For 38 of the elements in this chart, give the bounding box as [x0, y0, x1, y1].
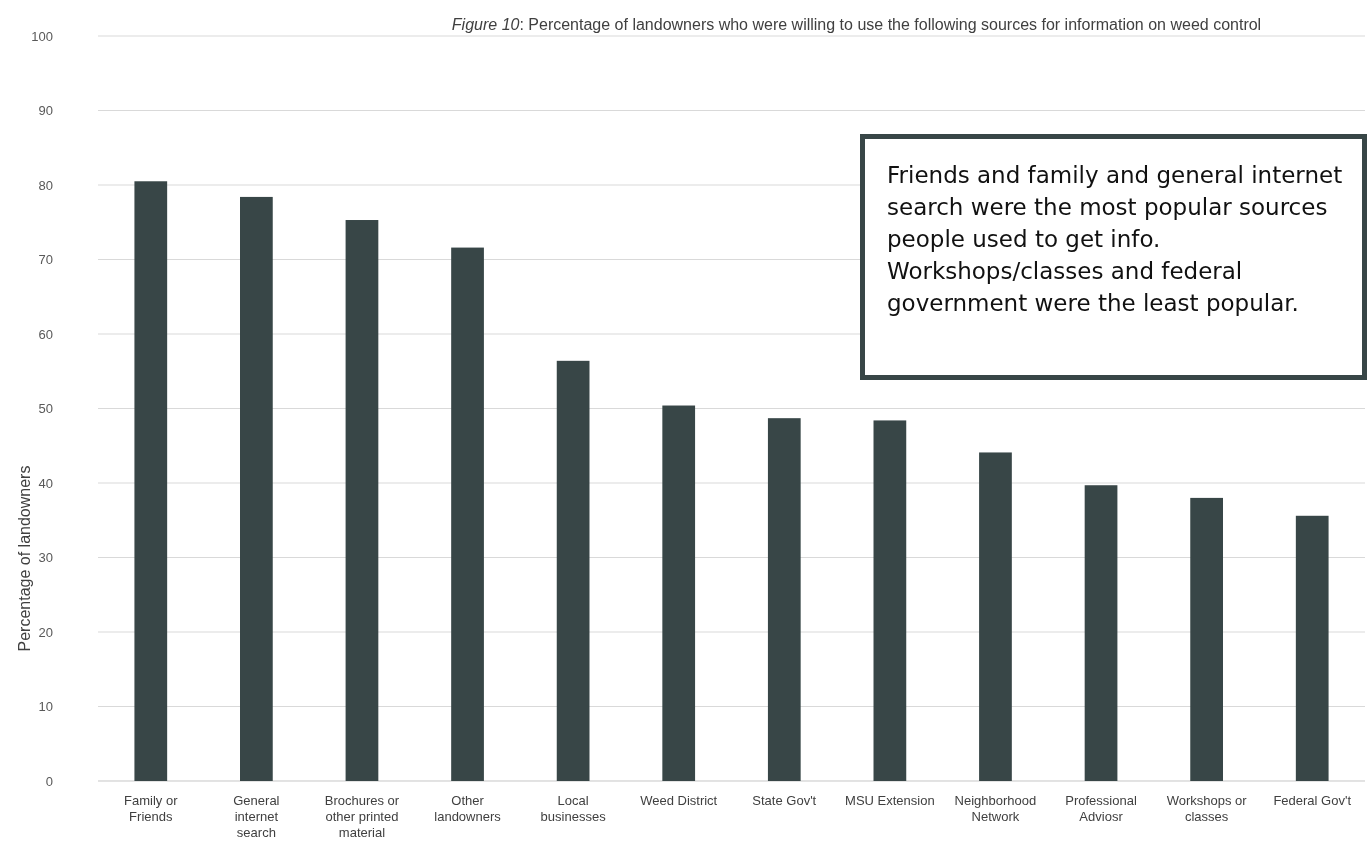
bar — [134, 181, 168, 781]
x-tick-label: Federal Gov't — [1273, 793, 1352, 808]
bar — [240, 196, 273, 781]
y-tick-label: 0 — [45, 773, 53, 789]
x-tick-label: Workshops or classes — [1166, 793, 1248, 824]
x-tick-label: Brochures or other printed material — [324, 793, 400, 840]
bar — [1084, 485, 1118, 781]
chart-title: Figure 10: Percentage of landowners who were willing to use the following sources for information on weed control — [451, 16, 1262, 33]
x-tick-label: MSU Extension — [845, 793, 935, 808]
y-tick-label: 80 — [38, 177, 53, 193]
y-tick-label: 100 — [31, 28, 53, 44]
x-tick-label: Neighborhood Network — [954, 793, 1037, 824]
y-tick-label: 60 — [38, 326, 53, 342]
y-tick-label: 70 — [38, 252, 53, 268]
x-tick-label: Weed District — [640, 793, 718, 808]
x-tick-label: General internet search — [233, 793, 280, 840]
y-axis-title: Percentage of landowners — [16, 465, 33, 652]
bar — [451, 247, 484, 781]
bar — [979, 452, 1012, 781]
bar — [873, 420, 907, 781]
bar — [662, 405, 696, 781]
x-tick-label: State Gov't — [752, 793, 817, 808]
y-tick-label: 10 — [38, 699, 53, 715]
y-tick-label: 50 — [38, 401, 53, 417]
x-tick-label: Local businesses — [540, 793, 607, 824]
x-tick-label: Other landowners — [434, 793, 502, 824]
bar — [345, 220, 379, 781]
bar — [1295, 515, 1329, 781]
bar — [767, 418, 801, 781]
y-tick-label: 20 — [38, 624, 53, 640]
callout-box: Friends and family and general internet search were the most popular sources people used to get info. Workshops/classes and federal government were the least popular. — [860, 134, 1367, 380]
x-tick-label: Professional Adviosr — [1065, 793, 1137, 824]
y-tick-label: 90 — [38, 103, 53, 119]
y-tick-label: 30 — [38, 550, 53, 566]
x-tick-label: Family or Friends — [124, 793, 179, 824]
y-tick-label: 40 — [38, 475, 53, 491]
bar — [556, 360, 590, 781]
bar — [1190, 497, 1223, 781]
